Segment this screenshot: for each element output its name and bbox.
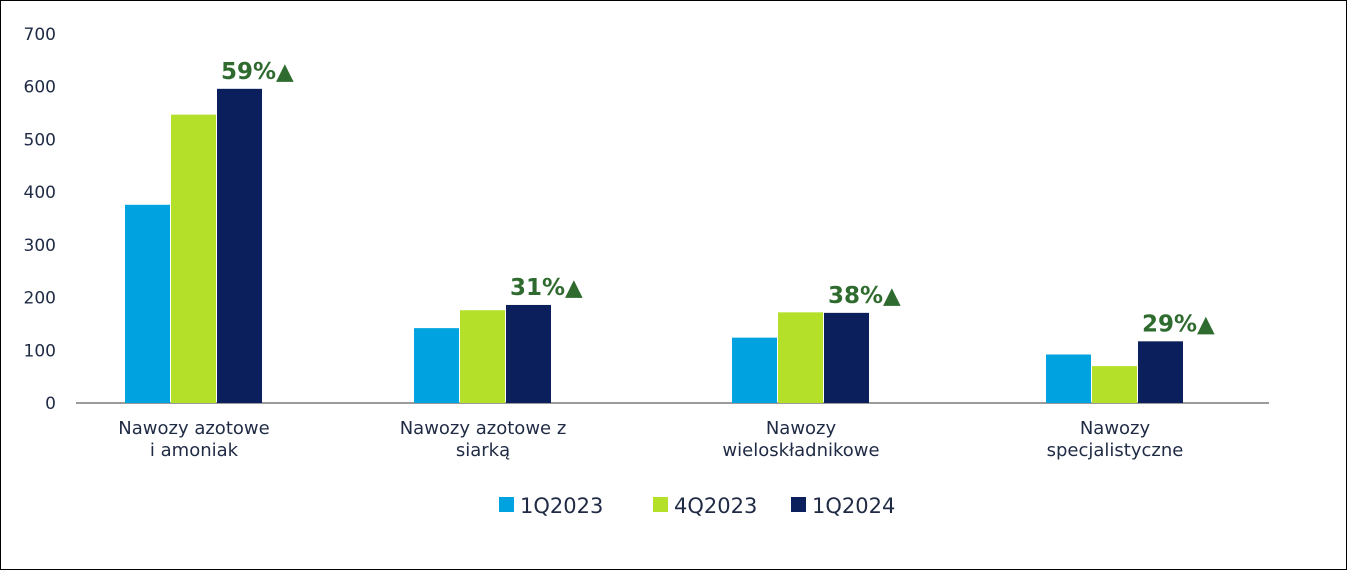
bar-1Q2024-3 <box>1138 341 1183 403</box>
legend-swatch-1Q2024 <box>791 497 806 512</box>
legend-swatch-1Q2023 <box>499 497 514 512</box>
bar-4Q2023-0 <box>171 114 216 403</box>
legend-label: 1Q2023 <box>520 494 603 518</box>
category-label: siarką <box>456 440 510 461</box>
change-annotation: 31%▲ <box>510 275 583 301</box>
legend-label: 1Q2024 <box>812 494 895 518</box>
category-label: Nawozy <box>766 418 837 439</box>
category-label: Nawozy azotowe <box>118 418 269 439</box>
category-label: specjalistyczne <box>1047 440 1184 461</box>
change-annotation: 29%▲ <box>1142 311 1215 337</box>
legend-swatch-4Q2023 <box>653 497 668 512</box>
category-label: wieloskładnikowe <box>722 440 879 461</box>
change-annotation: 59%▲ <box>221 59 294 85</box>
y-tick-label: 300 <box>24 236 56 256</box>
bar-4Q2023-3 <box>1092 366 1137 403</box>
bar-1Q2023-0 <box>125 204 170 403</box>
y-tick-label: 400 <box>24 183 56 203</box>
category-label: Nawozy azotowe z <box>400 418 567 439</box>
bar-4Q2023-1 <box>460 310 505 403</box>
category-label: Nawozy <box>1080 418 1151 439</box>
legend-label: 4Q2023 <box>674 494 757 518</box>
y-tick-label: 0 <box>45 394 56 414</box>
y-tick-label: 500 <box>24 130 56 150</box>
bar-1Q2023-1 <box>414 328 459 403</box>
bar-1Q2023-2 <box>732 337 777 403</box>
y-tick-label: 200 <box>24 289 56 309</box>
bar-1Q2024-2 <box>824 312 869 403</box>
category-label: i amoniak <box>150 440 239 461</box>
change-annotation: 38%▲ <box>828 283 901 309</box>
y-tick-label: 100 <box>24 341 56 361</box>
y-tick-label: 600 <box>24 78 56 98</box>
bar-1Q2024-1 <box>506 304 551 403</box>
y-tick-label: 700 <box>24 25 56 45</box>
bar-1Q2024-0 <box>217 88 262 403</box>
bar-4Q2023-2 <box>778 312 823 403</box>
bar-1Q2023-3 <box>1046 354 1091 403</box>
